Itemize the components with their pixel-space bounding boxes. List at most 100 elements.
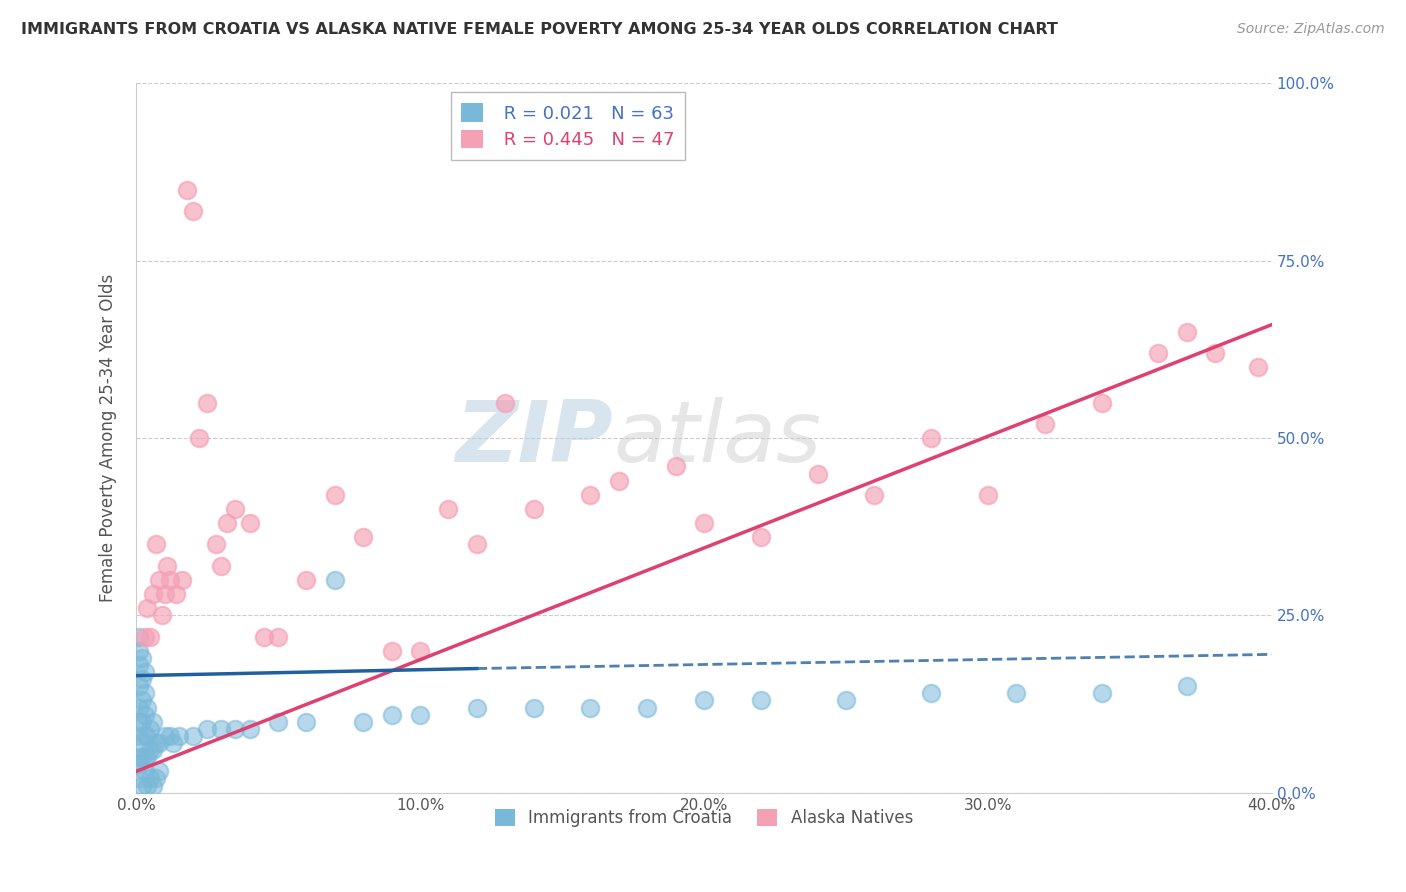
Point — [579, 700, 602, 714]
Point — [465, 537, 488, 551]
Point — [128, 630, 150, 644]
Point — [181, 729, 204, 743]
Point — [142, 587, 165, 601]
Text: IMMIGRANTS FROM CROATIA VS ALASKA NATIVE FEMALE POVERTY AMONG 25-34 YEAR OLDS CO: IMMIGRANTS FROM CROATIA VS ALASKA NATIVE… — [21, 22, 1057, 37]
Point — [145, 537, 167, 551]
Point — [139, 630, 162, 644]
Point — [134, 686, 156, 700]
Point — [131, 736, 153, 750]
Point — [176, 183, 198, 197]
Point — [134, 707, 156, 722]
Point — [159, 729, 181, 743]
Point — [352, 530, 374, 544]
Point — [136, 729, 159, 743]
Point — [139, 743, 162, 757]
Point — [267, 714, 290, 729]
Point — [920, 431, 942, 445]
Point — [693, 693, 716, 707]
Point — [295, 714, 318, 729]
Point — [128, 679, 150, 693]
Point — [1005, 686, 1028, 700]
Legend: Immigrants from Croatia, Alaska Natives: Immigrants from Croatia, Alaska Natives — [488, 803, 920, 834]
Point — [128, 757, 150, 772]
Point — [165, 587, 187, 601]
Point — [139, 772, 162, 786]
Point — [187, 431, 209, 445]
Point — [136, 601, 159, 615]
Point — [195, 722, 218, 736]
Point — [1175, 325, 1198, 339]
Point — [1033, 417, 1056, 431]
Point — [352, 714, 374, 729]
Point — [409, 644, 432, 658]
Point — [131, 693, 153, 707]
Point — [131, 714, 153, 729]
Point — [150, 608, 173, 623]
Point — [204, 537, 226, 551]
Point — [153, 729, 176, 743]
Point — [128, 658, 150, 673]
Point — [134, 764, 156, 779]
Point — [267, 630, 290, 644]
Point — [148, 736, 170, 750]
Point — [162, 736, 184, 750]
Point — [437, 502, 460, 516]
Point — [209, 722, 232, 736]
Point — [409, 707, 432, 722]
Point — [128, 772, 150, 786]
Point — [323, 573, 346, 587]
Point — [128, 750, 150, 764]
Point — [134, 750, 156, 764]
Text: atlas: atlas — [613, 397, 821, 480]
Point — [131, 779, 153, 793]
Point — [749, 693, 772, 707]
Point — [134, 729, 156, 743]
Point — [131, 750, 153, 764]
Point — [579, 488, 602, 502]
Point — [209, 558, 232, 573]
Point — [131, 672, 153, 686]
Point — [142, 779, 165, 793]
Point — [239, 516, 262, 530]
Point — [1175, 679, 1198, 693]
Point — [195, 395, 218, 409]
Point — [142, 714, 165, 729]
Point — [665, 459, 688, 474]
Point — [381, 707, 404, 722]
Point — [142, 743, 165, 757]
Point — [607, 474, 630, 488]
Point — [148, 573, 170, 587]
Point — [128, 700, 150, 714]
Point — [1247, 360, 1270, 375]
Point — [253, 630, 276, 644]
Point — [636, 700, 658, 714]
Point — [523, 502, 546, 516]
Point — [159, 573, 181, 587]
Point — [145, 736, 167, 750]
Point — [134, 665, 156, 679]
Point — [1090, 686, 1112, 700]
Point — [224, 722, 246, 736]
Point — [465, 700, 488, 714]
Point — [224, 502, 246, 516]
Point — [1204, 346, 1226, 360]
Point — [136, 779, 159, 793]
Point — [128, 644, 150, 658]
Point — [145, 772, 167, 786]
Point — [134, 630, 156, 644]
Point — [139, 722, 162, 736]
Point — [977, 488, 1000, 502]
Point — [863, 488, 886, 502]
Point — [131, 651, 153, 665]
Point — [323, 488, 346, 502]
Point — [215, 516, 238, 530]
Point — [170, 573, 193, 587]
Point — [153, 587, 176, 601]
Point — [381, 644, 404, 658]
Point — [136, 700, 159, 714]
Point — [156, 558, 179, 573]
Point — [835, 693, 858, 707]
Point — [693, 516, 716, 530]
Point — [128, 729, 150, 743]
Point — [295, 573, 318, 587]
